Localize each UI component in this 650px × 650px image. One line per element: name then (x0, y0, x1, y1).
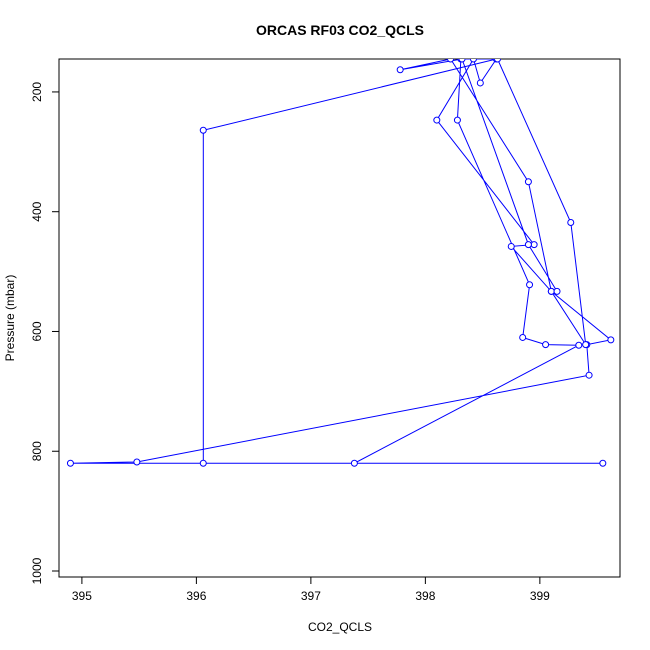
data-point (585, 371, 593, 379)
y-axis-label: Pressure (mbar) (3, 275, 17, 362)
x-tick-label: 397 (301, 589, 321, 603)
y-tick-label: 400 (30, 201, 44, 221)
x-tick-label: 398 (415, 589, 435, 603)
x-tick-label: 396 (186, 589, 206, 603)
data-point (530, 241, 538, 249)
data-point (524, 178, 532, 186)
data-point (599, 459, 607, 467)
y-tick-label: 600 (30, 321, 44, 341)
data-point (396, 66, 404, 74)
data-point (542, 341, 550, 349)
data-point (582, 341, 590, 349)
data-point (553, 287, 561, 295)
data-point (66, 459, 74, 467)
data-point (469, 59, 477, 63)
data-point (447, 59, 455, 63)
data-point (199, 459, 207, 467)
data-point (476, 79, 484, 87)
data-point (567, 218, 575, 226)
data-point (547, 287, 555, 295)
y-tick-label: 200 (30, 82, 44, 102)
data-point (524, 241, 532, 249)
data-point (350, 459, 358, 467)
x-tick-label: 399 (530, 589, 550, 603)
data-point (493, 59, 501, 63)
x-axis: 395 396 397 398 399 (72, 576, 550, 603)
x-axis-label: CO2_QCLS (308, 620, 372, 634)
y-tick-label: 800 (30, 441, 44, 461)
data-point (133, 458, 141, 466)
plot-area (66, 59, 615, 467)
data-point (607, 336, 615, 344)
data-point (199, 126, 207, 134)
data-point (519, 333, 527, 341)
y-axis: 200 400 600 800 1000 (30, 82, 60, 584)
data-point (526, 281, 534, 289)
chart-title: ORCAS RF03 CO2_QCLS (256, 22, 424, 38)
series-line (70, 59, 612, 464)
data-point (507, 242, 515, 250)
x-tick-label: 395 (72, 589, 92, 603)
data-point (575, 341, 583, 349)
data-point (458, 59, 466, 63)
data-point (433, 116, 441, 124)
y-tick-label: 1000 (30, 557, 44, 584)
data-points (66, 59, 615, 467)
data-point (453, 116, 461, 124)
